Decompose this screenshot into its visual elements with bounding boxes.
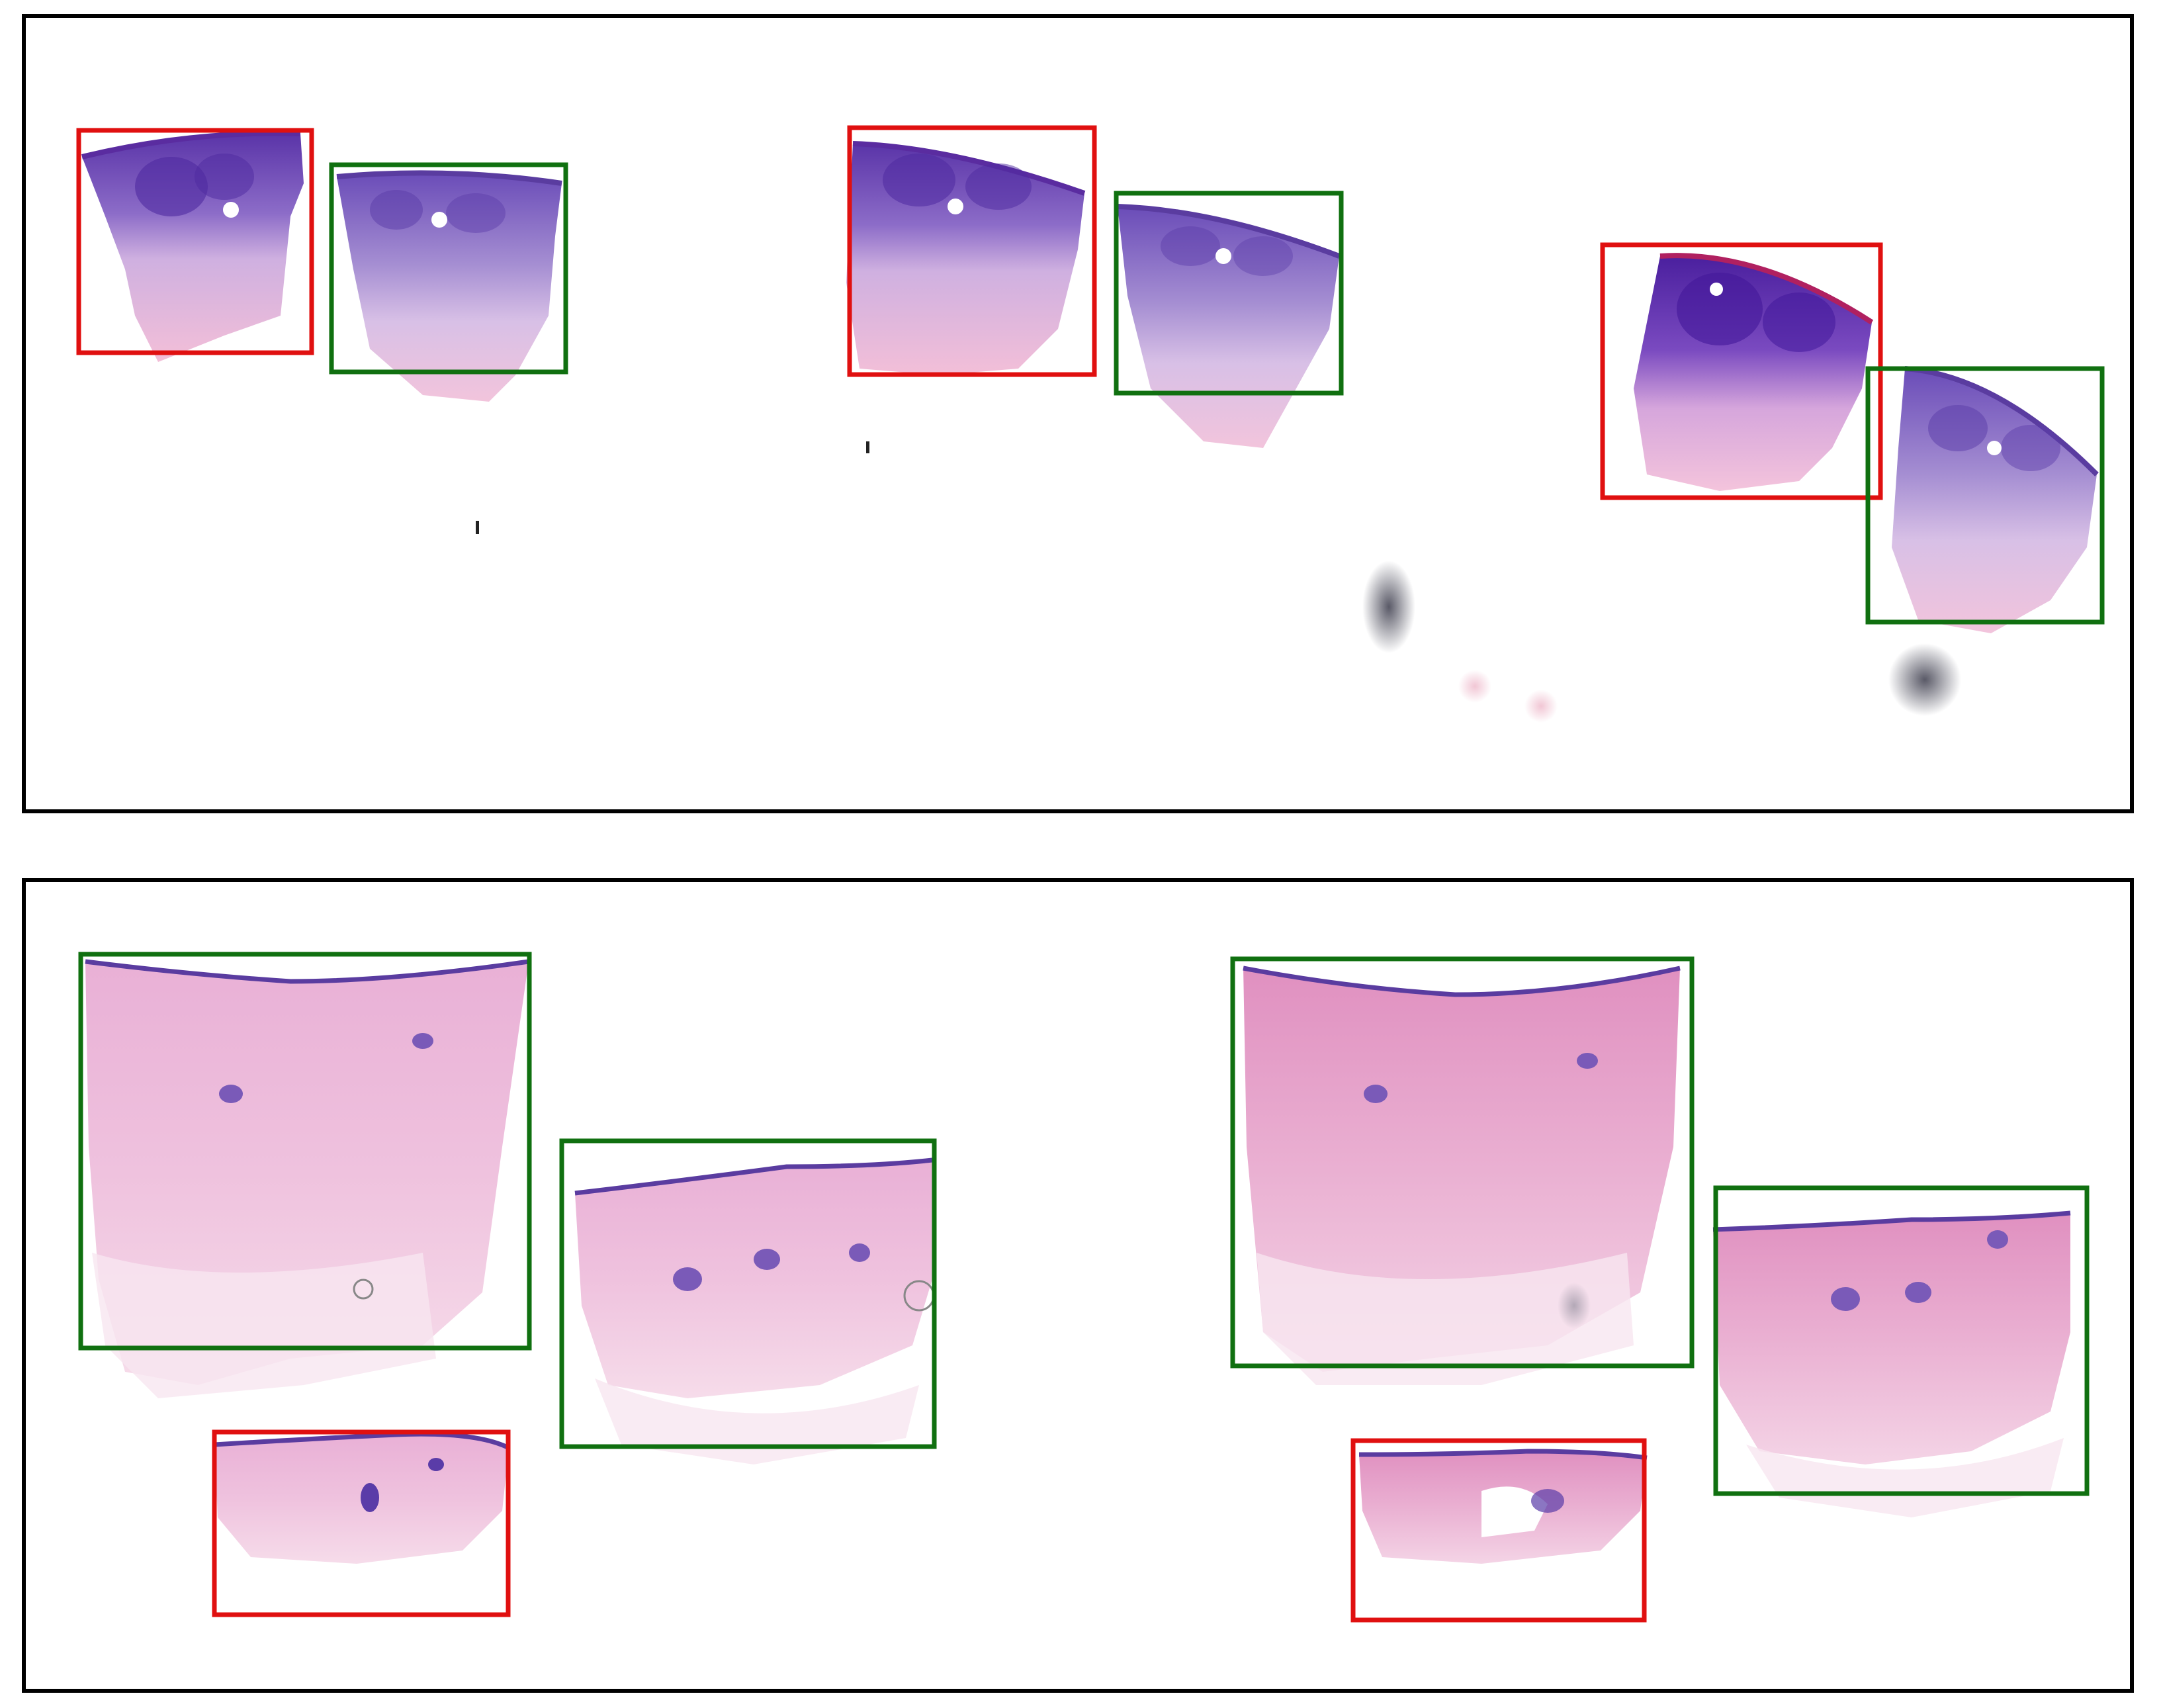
green-box: [1114, 191, 1344, 396]
top-slide-panel: [22, 14, 2134, 813]
tissue-section: [846, 141, 1086, 375]
tissue-section: [336, 170, 562, 402]
tissue-section: [81, 130, 304, 362]
red-box: [212, 1429, 511, 1617]
green-box: [1230, 956, 1695, 1369]
green-box: [559, 1138, 937, 1449]
red-box: [1350, 1438, 1647, 1623]
tissue-section: [574, 1157, 935, 1464]
green-box: [78, 952, 532, 1351]
tissue-section: [1892, 366, 2099, 633]
green-box: [1713, 1185, 2090, 1496]
tissue-section: [214, 1431, 510, 1564]
tissue-section: [1117, 204, 1341, 448]
slide-artifacts: [476, 441, 1961, 723]
red-box: [847, 125, 1097, 377]
tissue-section: [1243, 966, 1681, 1385]
bottom-slide-panel: [22, 878, 2134, 1693]
tissue-section: [1358, 1449, 1648, 1564]
red-box: [1600, 242, 1883, 500]
tissue-section: [1712, 1210, 2071, 1517]
top-slide-image: [76, 125, 2105, 723]
tissue-section: [85, 959, 529, 1398]
tissue-section: [1634, 253, 1874, 491]
green-box: [1865, 366, 2105, 625]
green-box: [329, 162, 568, 375]
bottom-slide-image: [78, 952, 2090, 1623]
red-box: [76, 128, 314, 355]
